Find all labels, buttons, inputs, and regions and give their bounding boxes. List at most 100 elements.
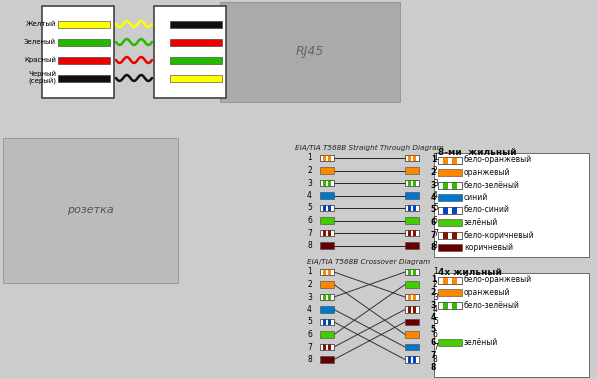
Text: 6: 6 [433,216,438,225]
Text: 1: 1 [431,276,436,285]
Text: бело-оранжевый: бело-оранжевый [464,155,532,164]
Bar [320,217,334,224]
Bar [405,180,419,186]
Bar [405,356,419,363]
Text: 1: 1 [433,268,438,277]
Bar [320,205,334,211]
Text: 4: 4 [433,191,438,200]
Text: 6: 6 [431,338,436,347]
Bar [405,294,419,300]
Bar [438,194,462,201]
Bar [320,319,334,325]
Bar [438,232,462,238]
Text: 6: 6 [307,216,312,225]
Text: зелёный: зелёный [464,338,498,347]
Text: 5: 5 [307,318,312,326]
Text: 1: 1 [307,153,312,163]
Bar [58,57,110,64]
Bar [320,294,334,300]
Bar [320,344,334,350]
Bar [328,205,331,211]
Bar [438,219,462,226]
Bar [328,230,331,236]
Text: 7: 7 [307,229,312,238]
Bar [413,230,416,236]
Text: 2: 2 [431,288,436,297]
Bar [453,302,457,309]
Text: 2: 2 [307,280,312,289]
Text: синий: синий [464,193,488,202]
Text: 8: 8 [307,355,312,364]
Text: EIA/TIA T568B Straight Through Diagram: EIA/TIA T568B Straight Through Diagram [295,145,444,151]
Text: 1: 1 [433,153,438,163]
Bar [405,319,419,325]
Text: 3: 3 [307,179,312,188]
Bar [320,155,334,161]
Bar [408,205,411,211]
Text: Зеленый: Зеленый [24,39,56,45]
Bar [405,269,419,275]
Bar [405,306,419,313]
Bar [443,277,448,283]
Bar [438,182,462,188]
Text: бело-зелёный: бело-зелёный [464,180,520,190]
Bar [405,356,419,363]
Text: 5: 5 [307,204,312,213]
Bar [438,302,462,309]
Bar [438,289,462,296]
Bar [443,232,448,238]
Bar [320,331,334,338]
Bar [320,230,334,236]
Bar [320,242,334,249]
Text: Желтый: Желтый [26,21,56,27]
Text: 5: 5 [431,326,436,335]
Bar [405,217,419,224]
Bar [438,207,462,213]
Bar [443,302,448,309]
Bar [443,157,448,163]
Text: 7: 7 [307,343,312,351]
Text: 8: 8 [433,355,438,364]
Bar [405,230,419,236]
Bar [438,277,462,283]
Bar [328,269,331,275]
Text: EIA/TIA T568B Crossover Diagram: EIA/TIA T568B Crossover Diagram [307,259,430,265]
Bar [434,153,589,257]
Bar [170,21,222,28]
Text: 5: 5 [433,204,438,213]
Bar [408,294,411,300]
Bar [328,180,331,186]
Bar [323,155,325,161]
Bar [405,192,419,199]
Bar [405,331,419,338]
Text: оранжевый: оранжевый [464,168,510,177]
Bar [438,244,462,251]
Text: 8: 8 [307,241,312,250]
Text: 8: 8 [430,243,436,252]
Bar [320,180,334,186]
Text: 5: 5 [431,205,436,215]
Text: 3: 3 [433,293,438,302]
Text: RJ45: RJ45 [296,45,324,58]
Bar [320,180,334,186]
Bar [170,75,222,82]
Bar [320,281,334,288]
Bar [434,273,589,377]
Text: 3: 3 [433,179,438,188]
Bar [413,306,416,313]
Text: бело-оранжевый: бело-оранжевый [464,276,532,285]
Text: Красный: Красный [24,57,56,63]
Bar [405,167,419,174]
Bar [320,269,334,275]
Bar [438,339,462,346]
Bar [323,294,325,300]
Bar [408,269,411,275]
Bar [405,180,419,186]
Text: бело-синий: бело-синий [464,205,510,215]
Text: 3: 3 [431,301,436,310]
Bar [328,344,331,350]
Bar [170,39,222,46]
Bar [413,356,416,363]
Bar [320,344,334,350]
Bar [408,155,411,161]
